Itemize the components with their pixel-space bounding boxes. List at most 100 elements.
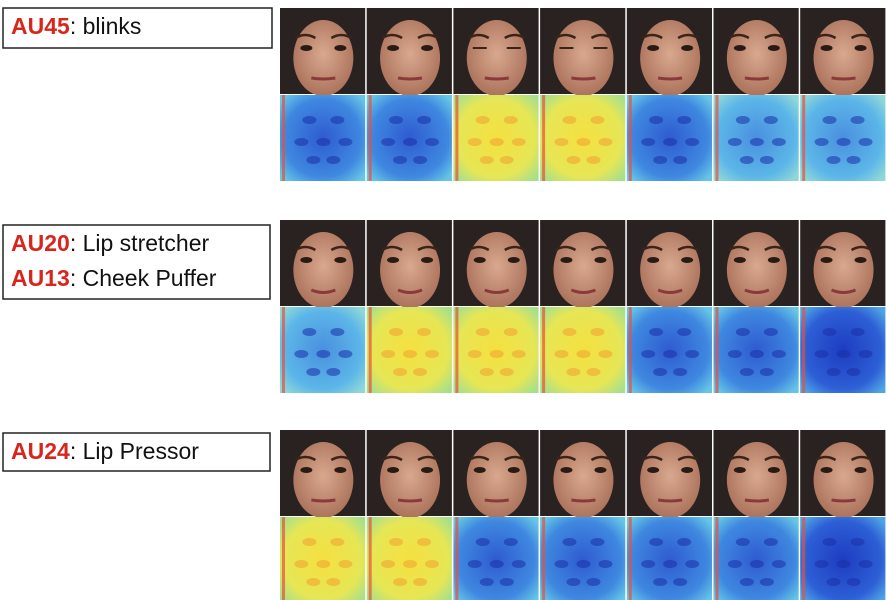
figure: AU45: blinksAU20: Lip stretcherAU13: Che…	[0, 0, 887, 600]
eye	[421, 467, 433, 473]
au-code: AU24	[11, 438, 70, 464]
heatmap	[367, 517, 452, 600]
face-skin	[293, 20, 353, 96]
face-image	[280, 8, 365, 96]
heatmap	[800, 307, 885, 393]
heatmap-spot	[590, 116, 604, 124]
heatmap-edge	[369, 95, 372, 181]
heatmap-spot	[586, 578, 600, 586]
face-skin	[814, 20, 874, 96]
mouth	[832, 78, 856, 79]
heatmap-spot	[302, 116, 316, 124]
heatmap-spot	[338, 560, 352, 568]
face-image	[540, 220, 625, 308]
label: AU13: Cheek Puffer	[11, 265, 217, 291]
heatmap-spot	[294, 138, 308, 146]
heatmap-spot	[500, 578, 514, 586]
heatmap-spot	[859, 560, 873, 568]
mouth	[398, 500, 422, 501]
heatmap-spot	[736, 328, 750, 336]
face-image	[453, 220, 538, 308]
heatmap-spot	[736, 116, 750, 124]
eye	[387, 45, 399, 51]
mouth	[311, 500, 335, 501]
eye	[855, 45, 867, 51]
heatmap-spot	[512, 560, 526, 568]
heatmap-spot	[413, 578, 427, 586]
heatmap-spot	[772, 560, 786, 568]
face-skin	[467, 232, 527, 308]
eye	[647, 45, 659, 51]
eye	[681, 45, 693, 51]
eye	[647, 257, 659, 263]
face-skin	[380, 442, 440, 518]
face-image	[367, 220, 452, 308]
heatmap-spot	[673, 156, 687, 164]
heatmap	[540, 95, 625, 181]
face-skin	[727, 232, 787, 308]
heatmap-spot	[381, 350, 395, 358]
heatmap-spot	[316, 138, 330, 146]
heatmap-spot	[728, 138, 742, 146]
heatmap-spot	[294, 560, 308, 568]
heatmap-field	[280, 307, 365, 393]
heatmap-spot	[815, 350, 829, 358]
heatmap-spot	[641, 560, 655, 568]
heatmap-edge	[455, 95, 458, 181]
heatmap-field	[540, 95, 625, 181]
eye	[508, 467, 520, 473]
heatmap-spot	[576, 138, 590, 146]
eye	[594, 467, 606, 473]
eye	[768, 467, 780, 473]
heatmap-spot	[859, 138, 873, 146]
heatmap-edge	[542, 517, 545, 600]
heatmap-spot	[554, 350, 568, 358]
heatmap-spot	[837, 350, 851, 358]
face-image	[800, 430, 885, 518]
heatmap-edge	[455, 307, 458, 393]
heatmap-edge	[282, 517, 285, 600]
heatmap	[800, 517, 885, 600]
heatmap-spot	[649, 328, 663, 336]
eye	[387, 257, 399, 263]
heatmap-spot	[598, 138, 612, 146]
face-image	[453, 8, 538, 96]
heatmap-spot	[326, 578, 340, 586]
face-image	[453, 430, 538, 518]
face-skin	[814, 232, 874, 308]
face-skin	[380, 232, 440, 308]
heatmap-spot	[598, 560, 612, 568]
heatmap-spot	[330, 116, 344, 124]
mouth	[658, 78, 682, 79]
eye	[821, 45, 833, 51]
heatmap-spot	[673, 578, 687, 586]
face-image	[800, 220, 885, 308]
heatmap	[714, 95, 799, 181]
face-image	[714, 8, 799, 96]
heatmap-spot	[389, 538, 403, 546]
face-skin	[380, 20, 440, 96]
heatmap-spot	[302, 328, 316, 336]
face-image	[627, 430, 712, 518]
heatmap-spot	[554, 138, 568, 146]
heatmap-spot	[326, 368, 340, 376]
heatmap-spot	[302, 538, 316, 546]
eye	[734, 257, 746, 263]
heatmap-spot	[306, 156, 320, 164]
heatmap-spot	[566, 156, 580, 164]
heatmap-spot	[504, 538, 518, 546]
heatmap-spot	[677, 328, 691, 336]
face-skin	[293, 442, 353, 518]
eye	[734, 45, 746, 51]
heatmap-spot	[381, 560, 395, 568]
heatmap-field	[714, 95, 799, 181]
heatmap-spot	[576, 350, 590, 358]
heatmap-spot	[476, 538, 490, 546]
eye	[421, 257, 433, 263]
heatmap-spot	[764, 538, 778, 546]
heatmap-spot	[859, 350, 873, 358]
heatmap-edge	[282, 95, 285, 181]
heatmap-field	[800, 95, 885, 181]
heatmap-spot	[641, 138, 655, 146]
heatmap-spot	[590, 328, 604, 336]
